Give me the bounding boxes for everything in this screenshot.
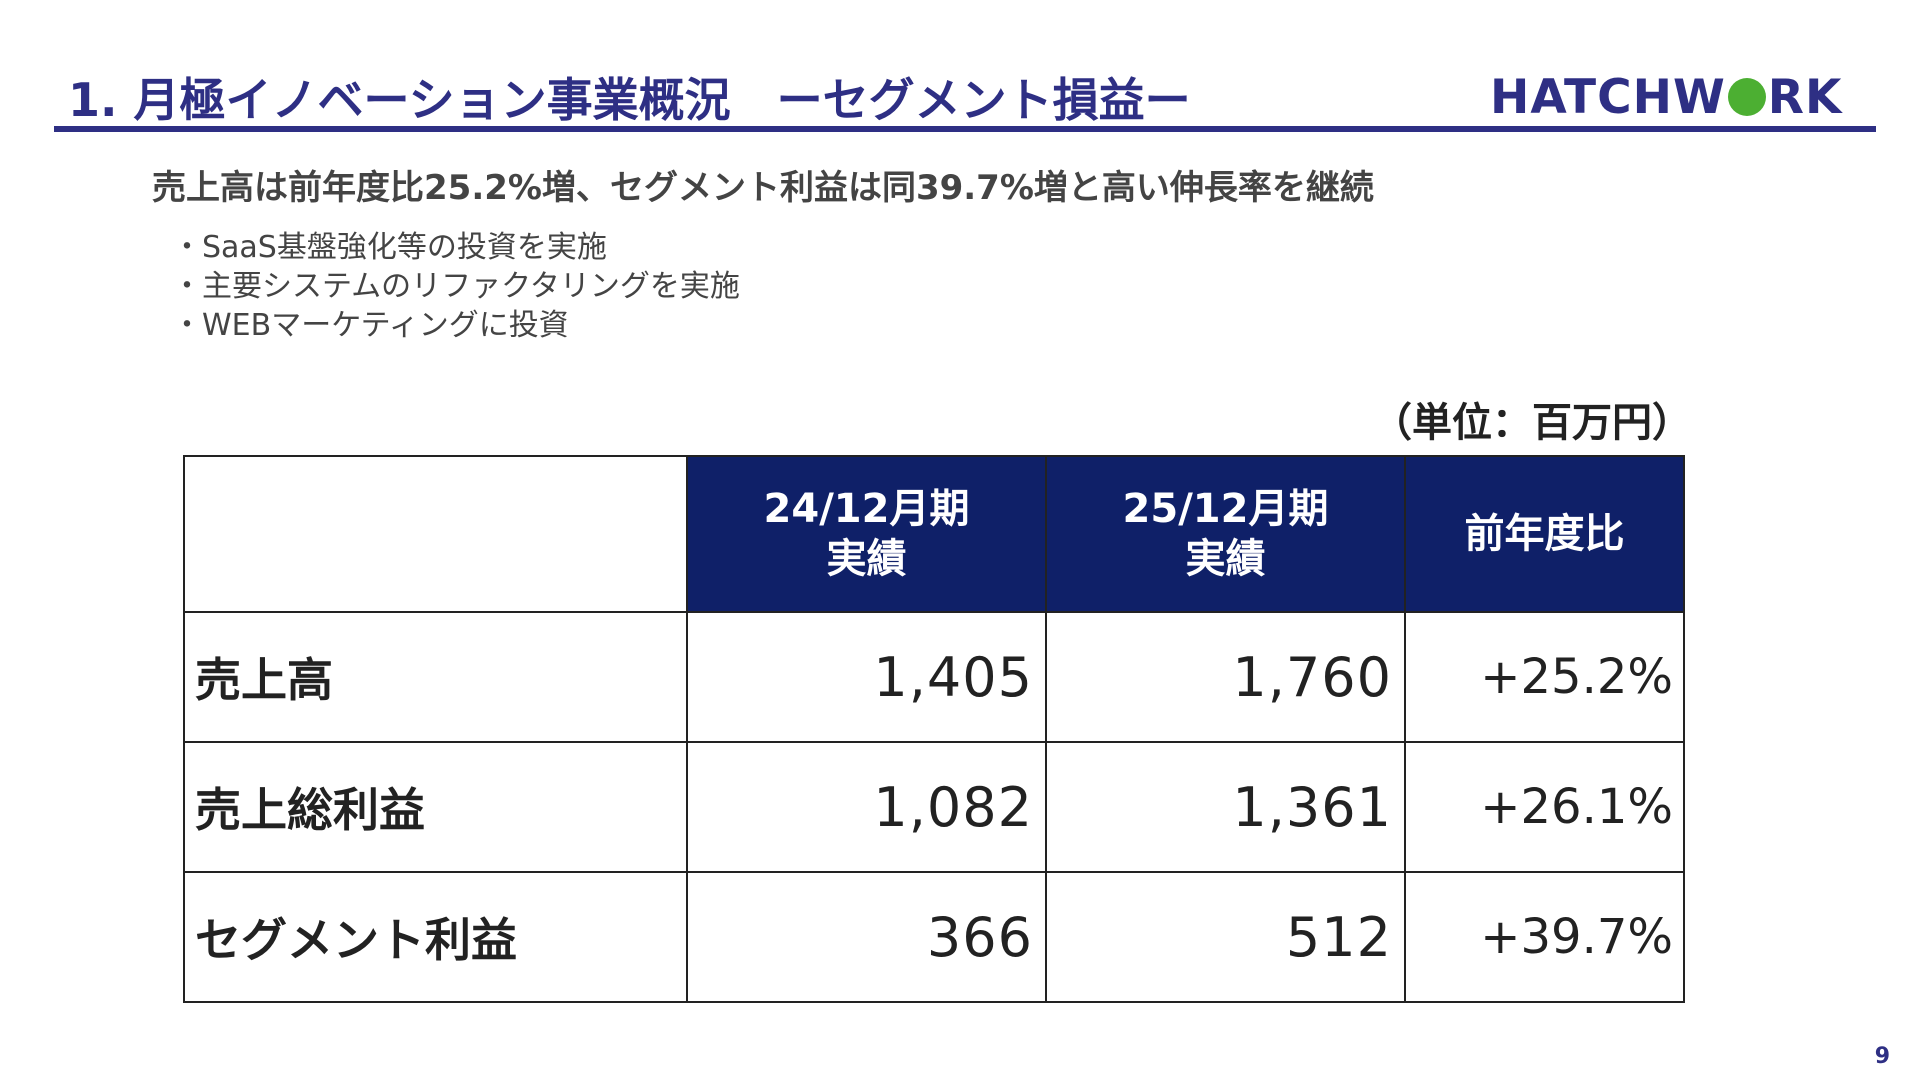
header-line: 実績 [826, 536, 907, 582]
bullet-item: 主要システムのリファクタリングを実施 [178, 267, 740, 306]
cell-curr-year: 512 [1045, 871, 1406, 1003]
cell-curr-year: 1,361 [1045, 741, 1406, 873]
header-line: 前年度比 [1464, 511, 1625, 557]
bullet-item: WEBマーケティングに投資 [178, 306, 740, 345]
logo-text-right: RK [1767, 70, 1843, 125]
segment-pl-table: 24/12月期 実績 25/12月期 実績 前年度比 売上高 1,405 1,7… [183, 455, 1685, 1003]
cell-prev-year: 366 [686, 871, 1047, 1003]
page-title: 1. 月極イノベーション事業概況 ーセグメント損益ー [68, 73, 1191, 127]
table-row: セグメント利益 366 512 +39.7% [183, 871, 1685, 1003]
cell-yoy: +25.2% [1404, 611, 1685, 743]
table-header-yoy: 前年度比 [1404, 455, 1685, 613]
cell-yoy: +26.1% [1404, 741, 1685, 873]
bullet-list: SaaS基盤強化等の投資を実施 主要システムのリファクタリングを実施 WEBマー… [178, 228, 740, 345]
bullet-item: SaaS基盤強化等の投資を実施 [178, 228, 740, 267]
title-underline [54, 126, 1876, 132]
table-header-prev-year: 24/12月期 実績 [686, 455, 1047, 613]
cell-prev-year: 1,082 [686, 741, 1047, 873]
row-label: 売上高 [183, 611, 688, 743]
cell-curr-year: 1,760 [1045, 611, 1406, 743]
cell-prev-year: 1,405 [686, 611, 1047, 743]
header-line: 25/12月期 [1122, 486, 1329, 532]
headline: 売上高は前年度比25.2%増、セグメント利益は同39.7%増と高い伸長率を継続 [152, 168, 1374, 208]
row-label: セグメント利益 [183, 871, 688, 1003]
table-row: 売上高 1,405 1,760 +25.2% [183, 611, 1685, 743]
logo-text-left: HATCHW [1490, 70, 1726, 125]
header-line: 実績 [1185, 536, 1266, 582]
unit-note: （単位：百万円） [1372, 400, 1692, 446]
page-number: 9 [1874, 1044, 1890, 1069]
row-label: 売上総利益 [183, 741, 688, 873]
hatchwork-logo: HATCHW RK [1490, 70, 1842, 125]
table-row: 売上総利益 1,082 1,361 +26.1% [183, 741, 1685, 873]
cell-yoy: +39.7% [1404, 871, 1685, 1003]
table-header-curr-year: 25/12月期 実績 [1045, 455, 1406, 613]
table-header-row: 24/12月期 実績 25/12月期 実績 前年度比 [183, 455, 1685, 613]
header-line: 24/12月期 [763, 486, 970, 532]
table-header-blank [183, 455, 688, 613]
logo-green-dot-icon [1727, 78, 1766, 116]
